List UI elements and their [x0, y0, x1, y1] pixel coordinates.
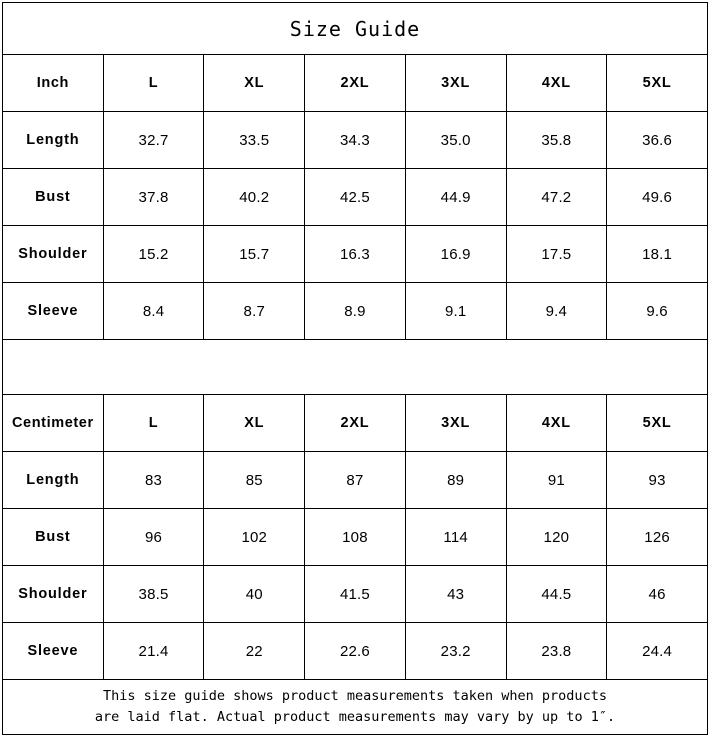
measurement-value: 40 — [203, 565, 306, 623]
measurement-value: 87 — [304, 451, 406, 509]
inch-size-header-4xl: 4XL — [505, 54, 608, 112]
centimeter-size-header-xl: XL — [203, 394, 306, 452]
title-row: Size Guide — [2, 2, 708, 55]
measurement-value: 9.4 — [505, 282, 608, 340]
measurement-value: 47.2 — [505, 168, 608, 226]
measurement-label: Sleeve — [2, 622, 104, 680]
measurement-value: 35.0 — [404, 111, 507, 169]
measurement-value: 102 — [203, 508, 306, 566]
measurement-label: Shoulder — [2, 565, 104, 623]
measurement-value: 37.8 — [102, 168, 205, 226]
measurement-value: 15.2 — [102, 225, 205, 283]
measurement-value: 41.5 — [304, 565, 406, 623]
measurement-value: 40.2 — [203, 168, 306, 226]
inch-size-header-5xl: 5XL — [606, 54, 708, 112]
measurement-value: 91 — [505, 451, 608, 509]
measurement-value: 23.8 — [505, 622, 608, 680]
centimeter-row-shoulder: Shoulder 38.5 40 41.5 43 44.5 46 — [2, 565, 708, 623]
measurement-value: 85 — [203, 451, 306, 509]
measurement-value: 35.8 — [505, 111, 608, 169]
measurement-label: Sleeve — [2, 282, 104, 340]
page-title: Size Guide — [2, 2, 708, 55]
measurement-value: 15.7 — [203, 225, 306, 283]
measurement-value: 32.7 — [102, 111, 205, 169]
inch-row-length: Length 32.7 33.5 34.3 35.0 35.8 36.6 — [2, 111, 708, 169]
measurement-value: 8.9 — [304, 282, 406, 340]
measurement-value: 22 — [203, 622, 306, 680]
centimeter-row-bust: Bust 96 102 108 114 120 126 — [2, 508, 708, 566]
measurement-value: 126 — [606, 508, 708, 566]
table-spacer-row — [2, 339, 708, 395]
centimeter-size-header-3xl: 3XL — [404, 394, 507, 452]
measurement-value: 46 — [606, 565, 708, 623]
measurement-value: 9.1 — [404, 282, 507, 340]
inch-row-bust: Bust 37.8 40.2 42.5 44.9 47.2 49.6 — [2, 168, 708, 226]
measurement-value: 44.9 — [404, 168, 507, 226]
measurement-value: 24.4 — [606, 622, 708, 680]
size-guide-note-row: This size guide shows product measuremen… — [2, 679, 708, 735]
measurement-value: 120 — [505, 508, 608, 566]
measurement-value: 108 — [304, 508, 406, 566]
measurement-value: 33.5 — [203, 111, 306, 169]
measurement-label: Length — [2, 451, 104, 509]
centimeter-size-header-2xl: 2XL — [304, 394, 406, 452]
measurement-value: 42.5 — [304, 168, 406, 226]
measurement-value: 17.5 — [505, 225, 608, 283]
inch-row-sleeve: Sleeve 8.4 8.7 8.9 9.1 9.4 9.6 — [2, 282, 708, 340]
measurement-value: 23.2 — [404, 622, 507, 680]
measurement-value: 44.5 — [505, 565, 608, 623]
table-spacer-cell — [2, 339, 708, 395]
inch-size-header-2xl: 2XL — [304, 54, 406, 112]
inch-size-header-l: L — [102, 54, 205, 112]
centimeter-header-row: Centimeter L XL 2XL 3XL 4XL 5XL — [2, 394, 708, 452]
measurement-label: Length — [2, 111, 104, 169]
centimeter-size-header-5xl: 5XL — [606, 394, 708, 452]
measurement-label: Bust — [2, 168, 104, 226]
measurement-value: 34.3 — [304, 111, 406, 169]
measurement-value: 18.1 — [606, 225, 708, 283]
centimeter-unit-label: Centimeter — [2, 394, 104, 452]
measurement-label: Bust — [2, 508, 104, 566]
measurement-value: 21.4 — [102, 622, 205, 680]
centimeter-size-header-4xl: 4XL — [505, 394, 608, 452]
measurement-value: 16.9 — [404, 225, 507, 283]
centimeter-row-length: Length 83 85 87 89 91 93 — [2, 451, 708, 509]
inch-row-shoulder: Shoulder 15.2 15.7 16.3 16.9 17.5 18.1 — [2, 225, 708, 283]
measurement-value: 49.6 — [606, 168, 708, 226]
measurement-value: 8.4 — [102, 282, 205, 340]
inch-size-header-3xl: 3XL — [404, 54, 507, 112]
inch-unit-label: Inch — [2, 54, 104, 112]
size-guide-note: This size guide shows product measuremen… — [2, 679, 708, 735]
centimeter-row-sleeve: Sleeve 21.4 22 22.6 23.2 23.8 24.4 — [2, 622, 708, 680]
measurement-value: 114 — [404, 508, 507, 566]
measurement-value: 93 — [606, 451, 708, 509]
note-line-1: This size guide shows product measuremen… — [103, 688, 607, 705]
measurement-value: 16.3 — [304, 225, 406, 283]
measurement-value: 36.6 — [606, 111, 708, 169]
centimeter-size-header-l: L — [102, 394, 205, 452]
measurement-value: 89 — [404, 451, 507, 509]
measurement-value: 8.7 — [203, 282, 306, 340]
note-line-2: are laid flat. Actual product measuremen… — [94, 709, 616, 725]
inch-header-row: Inch L XL 2XL 3XL 4XL 5XL — [2, 54, 708, 112]
measurement-value: 43 — [404, 565, 507, 623]
measurement-value: 38.5 — [102, 565, 205, 623]
measurement-value: 96 — [102, 508, 205, 566]
measurement-value: 9.6 — [606, 282, 708, 340]
measurement-value: 83 — [102, 451, 205, 509]
inch-size-header-xl: XL — [203, 54, 306, 112]
measurement-value: 22.6 — [304, 622, 406, 680]
measurement-label: Shoulder — [2, 225, 104, 283]
